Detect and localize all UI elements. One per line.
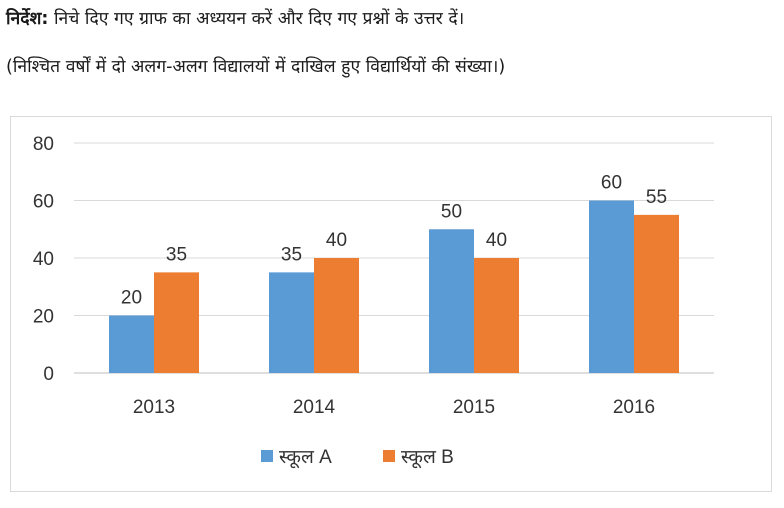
legend-swatch-school-b — [383, 450, 395, 462]
directions-note: (निश्चित वर्षों में दो अलग-अलग विद्यालयो… — [6, 57, 506, 77]
directions-lead: निर्देश: — [6, 9, 49, 29]
y-tick-label: 40 — [33, 249, 54, 270]
data-label: 20 — [121, 288, 142, 309]
data-label: 40 — [486, 230, 507, 251]
data-label: 35 — [166, 244, 187, 265]
bar-school-b — [314, 258, 359, 373]
bar-school-b — [634, 214, 679, 373]
data-label: 60 — [601, 173, 622, 194]
x-tick-label: 2014 — [293, 397, 336, 418]
y-tick-label: 20 — [33, 307, 54, 328]
bar-school-b — [154, 272, 199, 373]
legend-label-school-a: स्कूल A — [279, 447, 332, 469]
x-tick-label: 2016 — [613, 397, 655, 418]
legend-swatch-school-a — [261, 450, 273, 462]
data-label: 40 — [326, 230, 347, 251]
bar-school-a — [429, 229, 474, 373]
bar-school-b — [474, 258, 519, 373]
y-tick-label: 0 — [43, 364, 54, 385]
x-tick-label: 2015 — [453, 397, 495, 418]
bar-school-a — [109, 315, 154, 373]
directions-line: निर्देश: निचे दिए गए ग्राफ का अध्ययन करे… — [6, 6, 464, 30]
bar-school-a — [269, 272, 314, 373]
bar-school-a — [589, 200, 634, 373]
directions-text: निचे दिए गए ग्राफ का अध्ययन करें और दिए … — [54, 9, 465, 29]
bar-chart: 0 20 40 60 80 2013 20 35 2014 35 40 2015 50 40 2016 60 5… — [33, 134, 714, 469]
legend-label-school-b: स्कूल B — [401, 447, 454, 469]
data-label: 35 — [281, 244, 302, 265]
data-label: 50 — [441, 201, 462, 222]
y-tick-label: 60 — [33, 192, 54, 213]
data-label: 55 — [646, 187, 667, 208]
x-tick-label: 2013 — [133, 397, 175, 418]
y-tick-label: 80 — [33, 134, 54, 155]
chart-container: 0 20 40 60 80 2013 20 35 2014 35 40 2015 50 40 2016 60 5… — [10, 116, 772, 492]
